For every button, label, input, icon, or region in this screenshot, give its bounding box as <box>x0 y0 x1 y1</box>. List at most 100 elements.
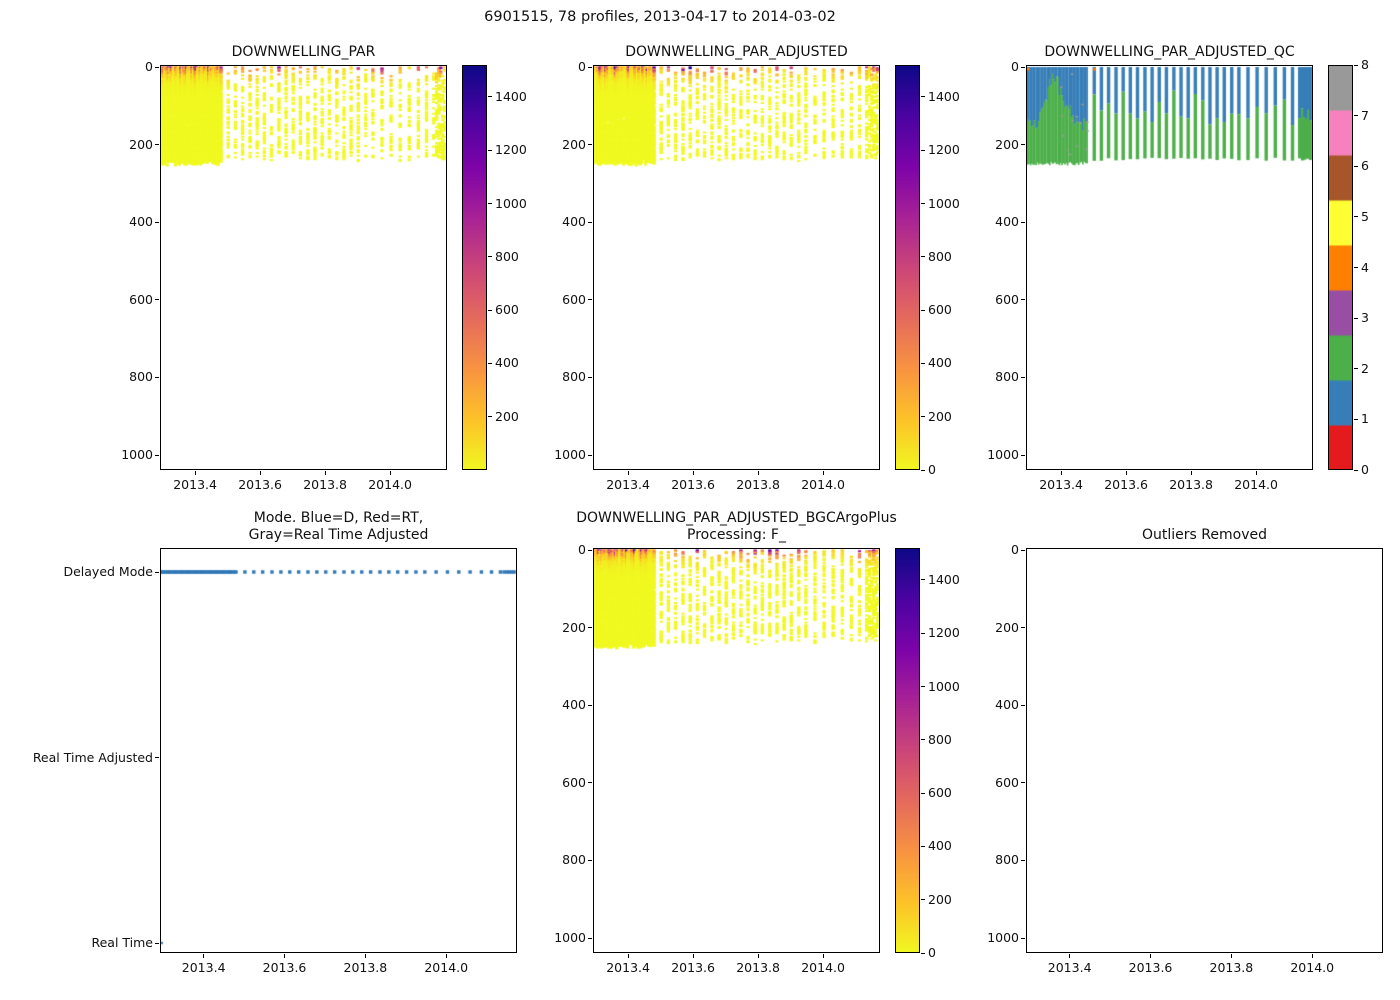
y-tick-label: Delayed Mode <box>63 564 153 579</box>
colorbar-tick-mark <box>488 96 492 98</box>
x-tick-mark <box>627 471 629 475</box>
colorbar-tick-label: 1400 <box>928 88 960 104</box>
x-tick-label: 2013.4 <box>1039 477 1083 492</box>
colorbar-tick-label: 1200 <box>495 142 527 158</box>
x-tick-label: 2013.4 <box>606 477 650 492</box>
x-tick-mark <box>1190 471 1192 475</box>
colorbar-tick-label: 400 <box>928 838 952 854</box>
title-line: Outliers Removed <box>1142 527 1267 543</box>
downwelling-par-axes <box>160 65 447 470</box>
colorbar-tick-label: 200 <box>928 891 952 907</box>
colorbar-tick-mark <box>921 845 925 847</box>
y-tick-label: 0 <box>578 59 586 74</box>
y-tick-mark <box>1021 704 1025 706</box>
colorbar-tick-label: 0 <box>928 945 936 960</box>
y-tick-mark <box>1021 221 1025 223</box>
bgcargoplus-title: DOWNWELLING_PAR_ADJUSTED_BGCArgoPlus Proc… <box>576 510 897 544</box>
y-tick-mark <box>1021 454 1025 456</box>
y-tick-label: 200 <box>995 136 1019 152</box>
colorbar-tick-label: 0 <box>928 462 936 477</box>
colorbar-tick-label: 400 <box>495 355 519 371</box>
y-tick-mark <box>1021 859 1025 861</box>
y-tick-mark <box>155 376 159 378</box>
colorbar-tick-mark <box>921 899 925 901</box>
y-tick-mark <box>1021 782 1025 784</box>
x-tick-label: 2013.8 <box>736 960 780 975</box>
x-tick-label: 2013.8 <box>343 960 388 975</box>
colorbar-tick-mark <box>921 792 925 794</box>
downwelling-par-adjusted-qc-axes <box>1026 65 1313 470</box>
x-tick-mark <box>324 471 326 475</box>
x-tick-mark <box>259 471 261 475</box>
title-line: Gray=Real Time Adjusted <box>248 527 429 543</box>
x-tick-mark <box>364 954 366 958</box>
colorbar-tick-label: 1000 <box>495 195 527 211</box>
x-tick-mark <box>1311 954 1313 958</box>
colorbar-tick-mark <box>921 469 925 471</box>
colorbar-tick-label: 4 <box>1361 259 1369 275</box>
title-line: Processing: F_ <box>687 527 786 543</box>
title-line: DOWNWELLING_PAR_ADJUSTED_QC <box>1044 44 1295 60</box>
x-tick-label: 2014.0 <box>424 960 469 975</box>
qc-flag-colorbar-border <box>1328 65 1353 470</box>
y-tick-label: 400 <box>562 214 586 230</box>
y-tick-label: 600 <box>129 291 153 307</box>
y-tick-label: Real Time <box>91 935 153 950</box>
y-tick-label: 400 <box>562 697 586 713</box>
x-tick-label: 2013.4 <box>606 960 650 975</box>
y-tick-mark <box>1021 376 1025 378</box>
y-tick-label: 0 <box>1011 542 1019 557</box>
colorbar-tick-mark <box>1354 165 1358 167</box>
x-tick-label: 2014.0 <box>801 477 845 492</box>
colorbar-tick-label: 800 <box>928 731 952 747</box>
x-tick-label: 2014.0 <box>368 477 412 492</box>
colorbar-tick-label: 3 <box>1361 310 1369 326</box>
y-tick-mark <box>588 144 592 146</box>
y-tick-label: 600 <box>562 291 586 307</box>
mode-title: Mode. Blue=D, Red=RT, Gray=Real Time Adju… <box>249 510 429 544</box>
y-tick-label: 600 <box>562 774 586 790</box>
outliers-removed-plot-canvas <box>1026 548 1383 953</box>
y-tick-label: 0 <box>578 542 586 557</box>
colorbar-tick-label: 600 <box>495 302 519 318</box>
colorbar-tick-mark <box>921 309 925 311</box>
colorbar-tick-mark <box>921 256 925 258</box>
y-tick-label: 800 <box>562 852 586 868</box>
x-tick-label: 2013.4 <box>181 960 226 975</box>
x-tick-label: 2013.6 <box>671 960 715 975</box>
x-tick-mark <box>1060 471 1062 475</box>
x-tick-mark <box>757 471 759 475</box>
bgcargoplus-axes <box>593 548 880 953</box>
x-tick-label: 2014.0 <box>801 960 845 975</box>
colorbar-tick-label: 1000 <box>928 195 960 211</box>
colorbar-tick-label: 1400 <box>928 571 960 587</box>
colorbar-tick-label: 8 <box>1361 57 1369 72</box>
y-tick-label: Real Time Adjusted <box>32 749 153 765</box>
x-tick-mark <box>1255 471 1257 475</box>
colorbar-tick-mark <box>921 952 925 954</box>
y-tick-mark <box>588 221 592 223</box>
title-line: DOWNWELLING_PAR_ADJUSTED <box>625 44 848 60</box>
x-tick-label: 2013.6 <box>1104 477 1148 492</box>
colorbar-tick-label: 800 <box>495 248 519 264</box>
downwelling-par-adjusted-qc-plot-canvas <box>1026 65 1313 470</box>
title-line: DOWNWELLING_PAR_ADJUSTED_BGCArgoPlus <box>576 510 897 526</box>
y-tick-mark <box>1021 549 1025 551</box>
x-tick-label: 2013.4 <box>1047 960 1092 975</box>
colorbar-tick-mark <box>1354 469 1358 471</box>
downwelling-par-adjusted-qc-title: DOWNWELLING_PAR_ADJUSTED_QC <box>1044 44 1294 61</box>
downwelling-par-adjusted-colorbar-border <box>895 65 920 470</box>
x-tick-mark <box>1230 954 1232 958</box>
y-tick-label: 600 <box>995 774 1019 790</box>
mode-plot-canvas <box>160 548 517 953</box>
colorbar-tick-label: 600 <box>928 785 952 801</box>
title-line: DOWNWELLING_PAR <box>231 44 376 60</box>
colorbar-tick-mark <box>921 632 925 634</box>
mode-axes <box>160 548 517 953</box>
downwelling-par-adjusted-colorbar <box>895 65 920 470</box>
colorbar-tick-label: 1 <box>1361 411 1369 427</box>
y-tick-mark <box>155 299 159 301</box>
downwelling-par-title: DOWNWELLING_PAR <box>232 44 376 61</box>
downwelling-par-colorbar-border <box>462 65 487 470</box>
